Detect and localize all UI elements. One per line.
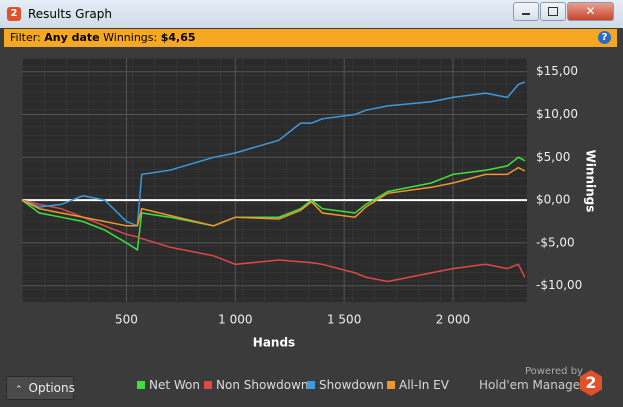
minor-grid bbox=[22, 58, 527, 302]
legend-swatch bbox=[307, 381, 315, 389]
legend-item: Net Won bbox=[137, 378, 200, 392]
x-axis-label: Hands bbox=[253, 336, 295, 350]
y-tick-label: $0,00 bbox=[536, 193, 570, 207]
help-button[interactable]: ? bbox=[598, 31, 611, 44]
options-button[interactable]: ⌃ Options bbox=[6, 376, 75, 400]
series-line bbox=[21, 156, 526, 252]
y-tick-label: $10,00 bbox=[536, 107, 578, 121]
x-tick-label: 500 bbox=[115, 313, 138, 327]
y-tick-label: -$5,00 bbox=[536, 235, 575, 249]
bottom-bar: ⌃ Options Net Won Non Showdown Showdown All-… bbox=[0, 366, 623, 407]
legend-label: All-In EV bbox=[399, 378, 449, 392]
series-line bbox=[21, 199, 526, 283]
filter-label: Filter: bbox=[10, 31, 41, 44]
minimize-button[interactable] bbox=[513, 2, 539, 21]
y-axis-label: Winnings bbox=[584, 150, 598, 213]
legend-swatch bbox=[387, 381, 395, 389]
app-logo: 2 bbox=[7, 7, 21, 21]
legend-item: Non Showdown bbox=[204, 378, 309, 392]
filter-value: Any date bbox=[44, 31, 100, 44]
y-tick-label: $15,00 bbox=[536, 64, 578, 78]
brand: Hold'em Manager bbox=[479, 378, 586, 392]
x-tick-label: 2 000 bbox=[436, 313, 470, 327]
window-title: Results Graph bbox=[28, 7, 112, 21]
legend-label: Non Showdown bbox=[216, 378, 309, 392]
title-bar: 2 Results Graph ✕ bbox=[0, 0, 623, 28]
chart: -$10,00 -$5,00 $0,00 $5,00 $10,00 $15,00 500 1 … bbox=[21, 58, 598, 350]
y-tick-label: $5,00 bbox=[536, 150, 570, 164]
options-label: Options bbox=[28, 381, 75, 395]
brand-logo: 2 bbox=[580, 370, 602, 396]
powered-by: Powered by bbox=[525, 366, 583, 377]
x-tick-label: 1 000 bbox=[218, 313, 252, 327]
winnings-value: $4,65 bbox=[160, 31, 196, 44]
series-line bbox=[21, 81, 526, 227]
winnings-label: Winnings: bbox=[103, 31, 158, 44]
y-tick-label: -$10,00 bbox=[536, 278, 582, 292]
legend-label: Net Won bbox=[149, 378, 200, 392]
legend-label: Showdown bbox=[319, 378, 384, 392]
filter-bar: Filter: Any date Winnings: $4,65 ? bbox=[4, 29, 617, 47]
x-tick-label: 1 500 bbox=[327, 313, 361, 327]
close-button[interactable]: ✕ bbox=[567, 2, 614, 21]
series-line bbox=[21, 166, 526, 227]
legend-swatch bbox=[204, 381, 212, 389]
legend-swatch bbox=[137, 381, 145, 389]
legend-item: All-In EV bbox=[387, 378, 449, 392]
maximize-button[interactable] bbox=[540, 2, 566, 21]
legend-item: Showdown bbox=[307, 378, 384, 392]
